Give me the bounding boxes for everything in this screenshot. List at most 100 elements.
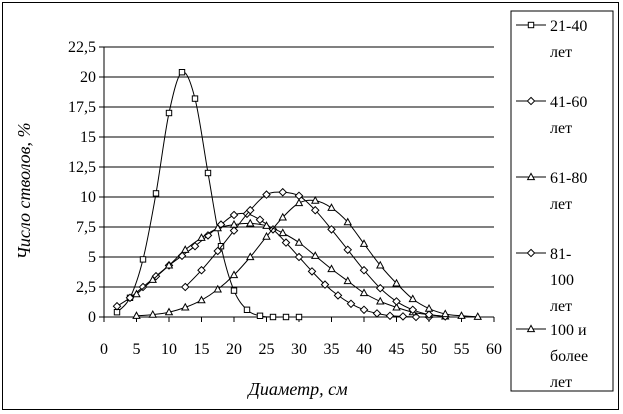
x-tick-label: 55 xyxy=(454,341,470,358)
legend-item: 21-40 лет xyxy=(516,18,587,61)
data-point xyxy=(152,190,160,197)
legend-item: 61-80 лет xyxy=(516,170,587,213)
data-point xyxy=(213,223,222,232)
legend-marker xyxy=(526,96,536,106)
data-point xyxy=(307,267,317,276)
data-point xyxy=(424,303,434,312)
y-tick-label: 10 xyxy=(80,189,96,206)
axes xyxy=(103,47,495,322)
data-point xyxy=(262,221,271,229)
data-point xyxy=(148,309,157,318)
data-point xyxy=(213,284,222,293)
data-point xyxy=(359,305,369,315)
x-tick-label: 0 xyxy=(100,341,108,358)
data-point xyxy=(281,238,291,247)
data-point xyxy=(178,69,186,76)
y-tick-label: 22,5 xyxy=(68,39,96,56)
data-point xyxy=(148,275,157,283)
y-axis-title: Число стволов, % xyxy=(14,123,34,260)
data-point xyxy=(197,265,206,275)
x-axis-title: Диаметр, см xyxy=(246,379,348,399)
x-tick-label: 10 xyxy=(161,341,177,358)
data-point xyxy=(392,278,401,287)
legend-item: 81-100 лет xyxy=(516,246,574,315)
data-point xyxy=(385,311,395,321)
data-point xyxy=(359,288,369,297)
series-line xyxy=(136,199,478,318)
series-5 xyxy=(132,195,482,320)
data-point xyxy=(125,293,135,303)
data-point xyxy=(372,309,382,318)
data-point xyxy=(191,95,199,102)
x-tick-label: 5 xyxy=(133,341,141,358)
data-point xyxy=(230,287,238,294)
data-point xyxy=(398,312,408,321)
y-tick-labels: 0 2,5 5 7,5 10 12,5 15 17,5 20 22,5 xyxy=(68,39,96,326)
data-point xyxy=(165,109,173,117)
data-point xyxy=(392,297,401,306)
x-tick-label: 50 xyxy=(421,341,437,358)
data-point xyxy=(164,260,174,269)
data-point xyxy=(375,283,385,293)
legend-item: 100 и более лет xyxy=(516,322,588,391)
legend: 21-40 лет 41-60 лет 61-80 лет 81-100 лет 100 и бо… xyxy=(510,10,614,392)
y-tick-label: 20 xyxy=(80,69,96,86)
data-point xyxy=(203,231,213,240)
data-point xyxy=(310,205,320,215)
data-point xyxy=(229,270,239,279)
data-point xyxy=(213,246,223,256)
data-point xyxy=(311,251,320,259)
data-point xyxy=(327,203,336,211)
data-point xyxy=(327,264,336,273)
data-point xyxy=(278,212,287,221)
data-point xyxy=(278,187,288,197)
data-point xyxy=(311,195,320,204)
legend-marker xyxy=(526,172,536,181)
data-point xyxy=(294,252,304,262)
gridlines xyxy=(99,46,494,318)
data-point xyxy=(229,226,239,235)
x-tick-labels: 0 5 10 15 20 25 30 35 40 45 50 55 60 xyxy=(100,341,502,358)
data-point xyxy=(132,311,141,319)
x-tick-label: 35 xyxy=(324,341,340,358)
x-tick-label: 40 xyxy=(356,341,372,358)
data-point xyxy=(256,312,264,320)
y-tick-label: 2,5 xyxy=(76,279,96,296)
data-point xyxy=(246,218,255,227)
x-tick-label: 45 xyxy=(389,341,405,358)
data-point xyxy=(294,198,304,207)
data-point xyxy=(132,289,141,298)
data-point xyxy=(343,217,352,226)
data-point xyxy=(359,265,369,275)
legend-label: 21-40 лет xyxy=(550,18,587,61)
data-point xyxy=(333,291,343,300)
data-point xyxy=(359,239,369,247)
legend-label: 41-60 лет xyxy=(550,94,587,137)
data-point xyxy=(181,302,190,311)
data-point xyxy=(295,313,303,321)
legend-item: 41-60 лет xyxy=(516,94,587,137)
data-point xyxy=(180,282,190,292)
data-point xyxy=(278,228,287,237)
y-tick-label: 15 xyxy=(80,129,96,146)
data-point xyxy=(262,190,271,199)
x-tick-label: 30 xyxy=(291,341,307,358)
data-point xyxy=(343,276,352,285)
data-point xyxy=(294,191,304,201)
data-point xyxy=(245,205,255,215)
y-tick-label: 5 xyxy=(88,249,96,266)
data-point xyxy=(190,241,200,251)
data-point xyxy=(441,309,450,318)
data-point xyxy=(294,237,304,246)
data-point xyxy=(139,256,147,263)
data-point xyxy=(320,280,330,289)
data-point xyxy=(327,225,336,234)
data-point xyxy=(229,210,239,220)
data-point xyxy=(197,295,206,304)
legend-marker xyxy=(526,324,536,333)
data-point xyxy=(282,313,290,321)
legend-label: 100 и более лет xyxy=(550,322,588,391)
data-point xyxy=(181,245,190,253)
series-line xyxy=(116,71,299,318)
